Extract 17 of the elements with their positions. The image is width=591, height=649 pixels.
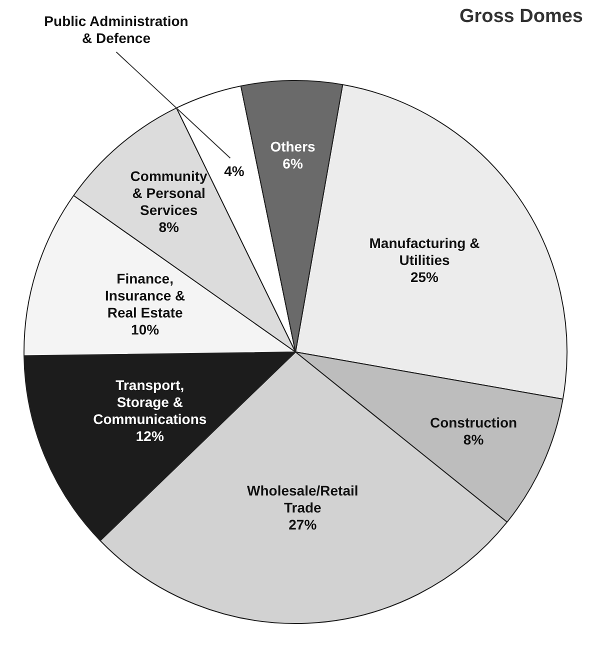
slice-label: Transport, Storage & Communications: [93, 376, 207, 427]
slice-label: Construction: [430, 414, 518, 431]
data-label: 27%: [288, 516, 318, 533]
data-label: 8%: [463, 432, 484, 448]
chart-title: Gross Domes: [459, 6, 583, 28]
slice-label: Community & Personal Services: [130, 168, 208, 218]
data-label: 25%: [410, 269, 440, 286]
data-label: 8%: [158, 218, 180, 235]
slice-label: Finance, Insurance & Real Estate: [105, 270, 186, 320]
slice-label: Others: [270, 138, 316, 154]
data-label: 12%: [136, 428, 164, 444]
slice-label: Public Administration & Defence: [44, 12, 188, 46]
data-label: 10%: [131, 321, 160, 338]
data-label: 6%: [282, 155, 304, 172]
data-label: 4%: [224, 162, 245, 179]
slice-label: Wholesale/Retail Trade: [247, 482, 358, 516]
slice-label: Manufacturing & Utilities: [369, 235, 480, 268]
